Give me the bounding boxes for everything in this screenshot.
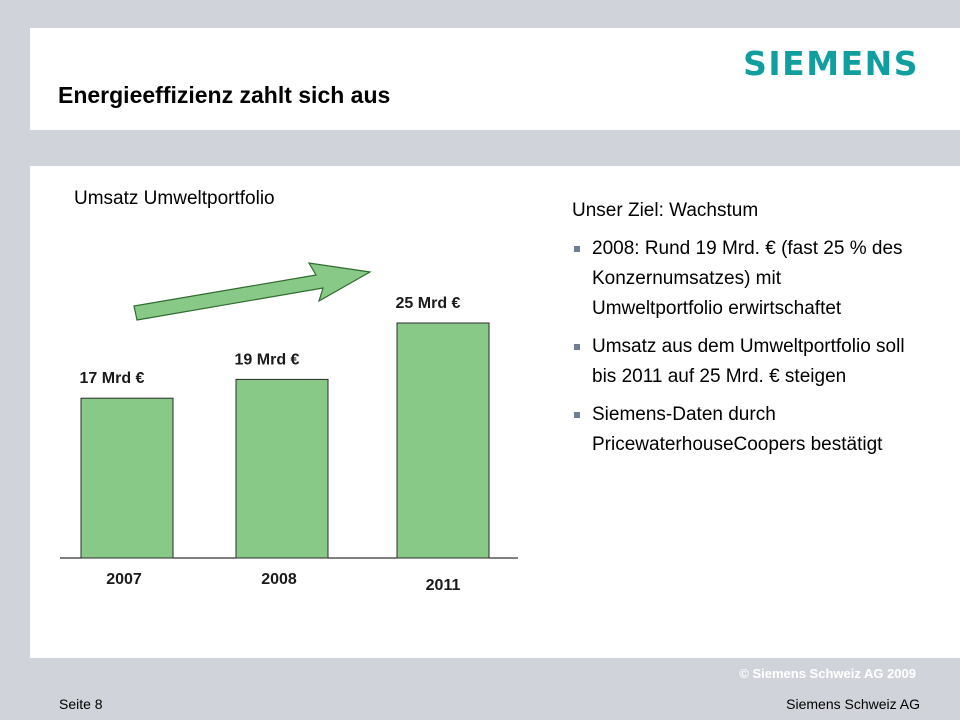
- footer-company: Siemens Schweiz AG: [786, 696, 920, 712]
- footer-copyright: © Siemens Schweiz AG 2009: [739, 666, 916, 681]
- footer-page-number: Seite 8: [59, 696, 103, 712]
- x-tick-label: 2011: [426, 577, 461, 594]
- x-tick-label: 2008: [261, 571, 297, 588]
- bar-value-label: 19 Mrd €: [235, 351, 300, 368]
- bar-value-label: 25 Mrd €: [396, 295, 461, 312]
- x-tick-label: 2007: [106, 571, 142, 588]
- goal-bullet-text: Umsatz aus dem Umweltportfolio soll bis …: [592, 336, 905, 387]
- goal-section: Unser Ziel: Wachstum 2008: Rund 19 Mrd. …: [572, 196, 917, 468]
- chart-heading: Umsatz Umweltportfolio: [74, 188, 275, 209]
- goal-bullets: 2008: Rund 19 Mrd. € (fast 25 % des Konz…: [572, 234, 917, 460]
- square-bullet-icon: [574, 246, 580, 252]
- slide-title: Energieeffizienz zahlt sich aus: [58, 82, 391, 108]
- content-panel: [30, 166, 960, 658]
- growth-arrow-icon: [133, 262, 372, 321]
- goal-bullet-text: Siemens-Daten durch PricewaterhouseCoope…: [592, 404, 883, 455]
- chart-bars: 17 Mrd € 2007 19 Mrd € 2008 25 Mrd € 2011: [80, 295, 490, 594]
- goal-bullet: Siemens-Daten durch PricewaterhouseCoope…: [572, 400, 917, 460]
- header-panel: [30, 28, 960, 130]
- square-bullet-icon: [574, 412, 580, 418]
- bar-value-label: 17 Mrd €: [80, 370, 145, 387]
- goal-bullet-text: 2008: Rund 19 Mrd. € (fast 25 % des Konz…: [592, 238, 903, 319]
- bar-2011: [396, 322, 490, 559]
- goal-bullet: Umsatz aus dem Umweltportfolio soll bis …: [572, 332, 917, 392]
- siemens-logo: SIEMENS: [743, 44, 919, 83]
- goal-heading: Unser Ziel: Wachstum: [572, 200, 759, 221]
- bar-2007: [80, 397, 174, 559]
- goal-bullet: 2008: Rund 19 Mrd. € (fast 25 % des Konz…: [572, 234, 917, 324]
- square-bullet-icon: [574, 344, 580, 350]
- bar-2008: [235, 378, 329, 559]
